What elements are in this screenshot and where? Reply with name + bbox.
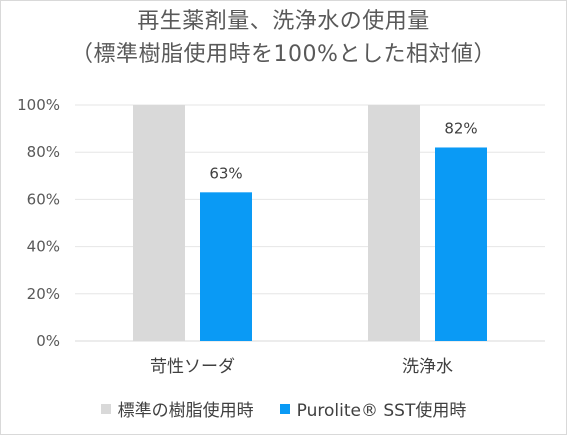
data-label: 82%: [444, 119, 477, 137]
legend: 標準の樹脂使用時 Purolite® SST使用時: [0, 396, 567, 421]
y-tick-label: 40%: [27, 238, 60, 256]
bar-0-0: [133, 105, 185, 341]
y-tick-label: 100%: [17, 96, 60, 114]
y-tick-label: 0%: [36, 332, 60, 350]
legend-swatch-purolite: [279, 403, 290, 414]
chart-title-line-1: 再生薬剤量、洗浄水の使用量: [137, 9, 430, 34]
legend-swatch-standard: [100, 403, 111, 414]
legend-item-purolite: Purolite® SST使用時: [279, 396, 467, 421]
bar-1-0: [200, 192, 252, 341]
y-tick-label: 60%: [27, 190, 60, 208]
y-tick-label: 20%: [27, 285, 60, 303]
x-category-label: 苛性ソーダ: [150, 357, 235, 377]
data-label: 63%: [209, 164, 242, 182]
bar-0-1: [368, 105, 420, 341]
bar-1-1: [435, 147, 487, 341]
y-tick-label: 80%: [27, 143, 60, 161]
x-category-label: 洗浄水: [402, 357, 453, 377]
legend-item-standard: 標準の樹脂使用時: [100, 396, 254, 421]
legend-label-standard: 標準の樹脂使用時: [117, 401, 254, 421]
legend-label-purolite: Purolite® SST使用時: [296, 401, 467, 421]
chart-title-line-2: （標準樹脂使用時を100%とした相対値）: [71, 42, 496, 67]
